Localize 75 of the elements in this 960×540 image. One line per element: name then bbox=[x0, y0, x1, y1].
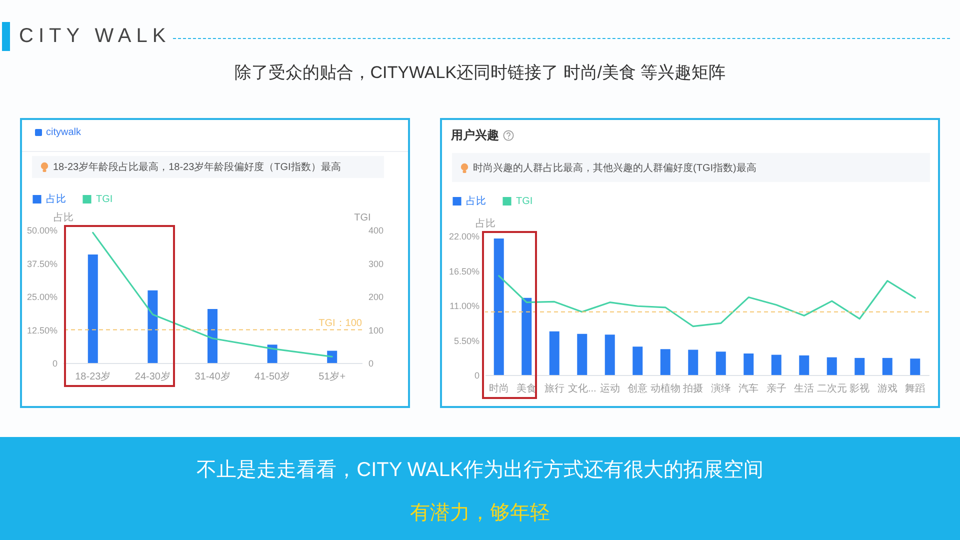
x-tick-label: 动植物 bbox=[650, 382, 680, 394]
x-tick-label: 18-23岁 bbox=[75, 370, 111, 382]
x-tick-label: 51岁+ bbox=[318, 370, 346, 382]
x-tick-label: 24-30岁 bbox=[134, 370, 170, 382]
bar bbox=[716, 352, 726, 375]
y-tick-label: 50.00% bbox=[26, 226, 58, 236]
x-tick-label: 31-40岁 bbox=[194, 370, 230, 382]
x-tick-label: 时尚 bbox=[488, 382, 509, 394]
y-tick-label: 12.50% bbox=[26, 325, 58, 336]
x-tick-label: 美食 bbox=[516, 382, 537, 394]
y-tick-label: 11.00% bbox=[450, 301, 480, 311]
x-tick-label: 拍摄 bbox=[682, 382, 704, 394]
legend-label: 占比 bbox=[46, 193, 66, 206]
line-series bbox=[92, 232, 333, 358]
text: CITY WALK bbox=[19, 25, 171, 48]
x-tick-label: 二次元 bbox=[816, 384, 847, 394]
y2-tick-label: 300 bbox=[368, 258, 384, 269]
ref-line-label: TGI：100 bbox=[318, 318, 362, 329]
y-tick-label: 16.50% bbox=[448, 266, 480, 276]
y2-tick-label: 100 bbox=[368, 325, 384, 336]
bar bbox=[577, 334, 588, 375]
bar bbox=[267, 344, 278, 363]
text: 不止是走走看看，CITY WALK作为出行方式还有很大的拓展空间 bbox=[196, 458, 764, 483]
bar bbox=[854, 358, 865, 375]
bar bbox=[494, 238, 504, 375]
x-tick-label: 汽车 bbox=[738, 382, 759, 394]
y2-tick-label: 200 bbox=[368, 292, 384, 302]
x-tick-label: 41-50岁 bbox=[254, 370, 290, 382]
y2-axis-title: TGI bbox=[354, 212, 371, 224]
bar bbox=[826, 357, 837, 375]
text: 除了受众的贴合，CITYWALK还同时链接了 时尚/美食 等兴趣矩阵 bbox=[234, 62, 726, 84]
legend-label: 占比 bbox=[466, 195, 486, 208]
x-tick-label: 演绎 bbox=[710, 382, 731, 394]
legend-label: TGI bbox=[516, 196, 533, 208]
y-tick-label: 0 bbox=[474, 370, 480, 380]
chart-subtitle: 时尚兴趣的人群占比最高，其他兴趣的人群偏好度(TGI指数)最高 bbox=[473, 162, 756, 174]
x-tick-label: 游戏 bbox=[877, 382, 898, 394]
y2-tick-label: 400 bbox=[368, 226, 384, 236]
bar bbox=[327, 350, 338, 363]
bar bbox=[744, 354, 754, 375]
bar bbox=[799, 355, 810, 375]
y-axis-title: 占比 bbox=[54, 212, 74, 224]
x-tick-label: 生活 bbox=[794, 382, 814, 394]
legend-label: TGI bbox=[96, 194, 113, 206]
text: 有潜力，够年轻 bbox=[410, 501, 550, 526]
bar bbox=[688, 350, 698, 375]
bar bbox=[88, 254, 98, 363]
bar bbox=[549, 331, 560, 375]
x-tick-label: 文化... bbox=[568, 382, 596, 394]
chart-subtitle: 18-23岁年龄段占比最高，18-23岁年龄段偏好度（TGI指数）最高 bbox=[53, 160, 341, 174]
chart-title: 用户兴趣 bbox=[451, 127, 499, 144]
y-tick-label: 37.50% bbox=[26, 258, 58, 269]
line-series bbox=[498, 275, 916, 328]
bar bbox=[771, 354, 782, 375]
y-tick-label: 0 bbox=[52, 358, 58, 368]
y2-tick-label: 0 bbox=[368, 358, 374, 368]
x-tick-label: 亲子 bbox=[766, 382, 786, 394]
x-tick-label: 舞蹈 bbox=[905, 382, 926, 394]
bar bbox=[632, 346, 643, 375]
bar bbox=[208, 309, 218, 363]
y-tick-label: 22.00% bbox=[448, 232, 480, 242]
x-tick-label: 旅行 bbox=[544, 382, 564, 394]
bar bbox=[148, 290, 158, 363]
bar bbox=[660, 349, 670, 375]
x-tick-label: 创意 bbox=[628, 382, 648, 394]
bar bbox=[882, 358, 892, 375]
chart-title: citywalk bbox=[46, 127, 82, 138]
y-tick-label: 25.00% bbox=[26, 292, 58, 302]
bar bbox=[910, 358, 920, 375]
x-tick-label: 影视 bbox=[850, 382, 870, 394]
bar bbox=[604, 334, 615, 375]
bar bbox=[522, 298, 532, 375]
y-tick-label: 5.50% bbox=[454, 336, 480, 346]
y-axis-title: 占比 bbox=[476, 218, 496, 230]
x-tick-label: 运动 bbox=[600, 382, 620, 394]
